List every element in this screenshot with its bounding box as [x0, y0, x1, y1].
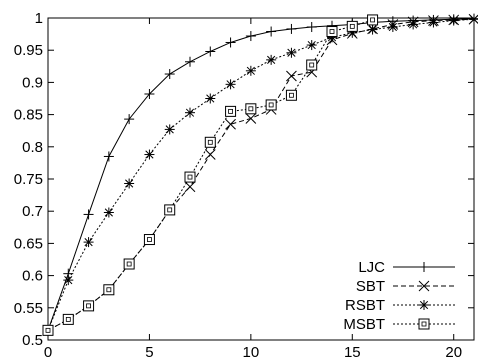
legend-entry-sbt: SBT [356, 278, 455, 295]
data-point-msbt [204, 136, 216, 148]
y-tick-label: 0.9 [22, 74, 43, 91]
data-point-rsbt [306, 40, 317, 51]
series-group [42, 13, 478, 336]
data-point-rsbt [103, 207, 114, 218]
y-tick-label: 0.55 [14, 300, 43, 317]
legend-marker-msbt [418, 318, 430, 330]
data-point-ljc [103, 151, 114, 162]
data-point-sbt [245, 113, 257, 124]
data-point-ljc [306, 22, 317, 33]
y-tick-label: 0.8 [22, 139, 43, 156]
x-tick-label: 20 [445, 344, 462, 360]
series-line-ljc [47, 18, 475, 331]
data-point-ljc [286, 23, 297, 34]
data-point-rsbt [387, 22, 398, 33]
y-tick-label: 0.6 [22, 268, 43, 285]
data-point-msbt [285, 89, 297, 101]
legend-entry-ljc: LJC [358, 259, 455, 276]
data-point-rsbt [448, 15, 459, 26]
y-tick-label: 0.7 [22, 203, 43, 220]
x-tick-label: 0 [44, 344, 52, 360]
data-point-msbt [62, 313, 74, 325]
data-point-ljc [144, 88, 155, 99]
data-point-sbt [204, 149, 216, 160]
data-point-rsbt [245, 65, 256, 76]
y-tick-label: 0.75 [14, 171, 43, 188]
y-tick-label: 0.85 [14, 107, 43, 124]
data-point-rsbt [408, 19, 419, 30]
data-point-rsbt [185, 107, 195, 118]
legend-label-ljc: LJC [358, 259, 385, 276]
data-point-msbt [143, 234, 155, 246]
data-point-msbt [123, 258, 135, 270]
legend-entry-msbt: MSBT [343, 316, 455, 333]
data-point-msbt [184, 171, 196, 183]
data-point-rsbt [266, 54, 277, 65]
data-point-msbt [42, 324, 54, 336]
data-point-ljc [83, 209, 94, 220]
data-point-ljc [205, 46, 216, 57]
data-point-ljc [164, 69, 175, 80]
data-point-msbt [164, 204, 176, 216]
data-point-msbt [83, 300, 95, 312]
y-tick-label: 0.65 [14, 235, 43, 252]
data-point-ljc [266, 26, 277, 37]
x-tick-label: 5 [145, 344, 153, 360]
data-point-msbt [103, 284, 115, 296]
data-point-rsbt [144, 149, 155, 160]
data-point-rsbt [205, 93, 216, 104]
legend-marker-rsbt [419, 300, 429, 310]
data-point-msbt [265, 99, 277, 111]
data-point-msbt [245, 103, 257, 115]
x-tick-label: 15 [344, 344, 361, 360]
data-point-rsbt [286, 47, 297, 58]
data-point-rsbt [124, 178, 135, 189]
tick-labels: 0 5 10 15 20 0.5 0.55 0.6 0.65 0.7 0.75 0.8 0.85 0.9 0… [14, 10, 462, 360]
data-point-ljc [185, 56, 195, 67]
data-point-msbt [225, 105, 237, 117]
data-point-rsbt [469, 14, 478, 25]
y-tick-label: 0.95 [14, 42, 43, 59]
series-line-sbt [47, 18, 475, 331]
data-point-msbt [367, 14, 379, 26]
data-point-msbt [346, 20, 358, 32]
data-point-sbt [286, 70, 297, 82]
data-point-rsbt [164, 124, 175, 135]
data-point-rsbt [83, 237, 94, 248]
legend-marker-sbt [418, 280, 430, 292]
data-point-ljc [225, 37, 236, 48]
y-tick-label: 0.5 [22, 332, 43, 349]
data-point-ljc [124, 114, 135, 125]
x-tick-label: 10 [243, 344, 260, 360]
data-point-sbt [225, 118, 236, 130]
legend-label-msbt: MSBT [343, 316, 385, 333]
series-ljc [43, 13, 478, 336]
legend-entry-rsbt: RSBT [345, 297, 455, 314]
data-point-msbt [306, 59, 318, 71]
legend-label-sbt: SBT [356, 278, 385, 295]
legend-label-rsbt: RSBT [345, 297, 385, 314]
series-msbt [42, 14, 379, 336]
data-point-msbt [326, 26, 338, 38]
legend: LJC SBT RSBT MSBT [343, 259, 455, 333]
y-tick-label: 1 [35, 10, 43, 27]
data-point-rsbt [367, 24, 378, 35]
data-point-rsbt [428, 17, 439, 28]
data-point-rsbt [225, 79, 236, 90]
legend-marker-ljc [419, 262, 429, 272]
series-line-rsbt [47, 18, 475, 331]
series-line-msbt [47, 19, 373, 331]
data-point-ljc [245, 31, 256, 42]
data-point-rsbt [63, 275, 74, 286]
